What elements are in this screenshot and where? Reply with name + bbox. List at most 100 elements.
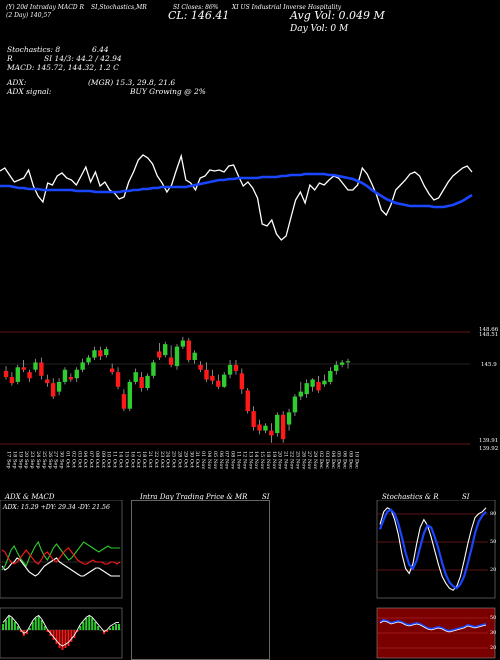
stoch-level-label: 20 [490, 567, 496, 573]
macd-bar [79, 626, 82, 630]
date-label: 26 Nov [300, 451, 306, 469]
macd-bar [31, 622, 34, 630]
date-label: 28 Oct [177, 451, 183, 468]
candle-body [15, 367, 20, 382]
rsi-level-label: 50 [490, 615, 496, 621]
date-label: 06 Dec [342, 451, 348, 469]
date-label: 08 Oct [94, 451, 100, 468]
date-label: 08 Nov [230, 451, 236, 469]
adx-label: ADX: [7, 78, 27, 87]
date-label: 14 Oct [118, 451, 124, 468]
candle-body [316, 381, 321, 391]
candle-body [27, 372, 32, 379]
rsi-value: SI 14/3: 44.2 / 42.94 [44, 54, 122, 63]
date-label: 22 Nov [289, 451, 295, 469]
date-label: 04 Nov [206, 451, 212, 469]
macd-bar [28, 628, 31, 630]
date-label: 23 Oct [159, 451, 165, 468]
rsi-series-line [379, 618, 487, 633]
date-label: 15 Oct [123, 451, 129, 468]
macd-bar [46, 630, 49, 632]
header-title-d: XI US Industrial Inverse Hospitality [232, 4, 342, 11]
header-title-a: (Y) 20d Intraday MACD R [6, 4, 85, 11]
macd-bar [76, 630, 79, 632]
adx-values: ADX: 15.29 +DY: 29.34 -DY: 21.56 [2, 504, 110, 511]
candle-body [322, 380, 327, 385]
macd-line [2, 614, 119, 647]
adx-series-line [1, 540, 120, 571]
candle-body [98, 350, 103, 357]
intraday-panel [131, 500, 270, 660]
adx-signal-label: ADX signal: [7, 87, 52, 96]
date-label: 19 Sep [17, 451, 23, 469]
stochastics-label: Stochastics: 8 [7, 45, 61, 54]
candle-body [3, 370, 9, 378]
candle-body [192, 352, 197, 360]
date-label: 24 Sep [35, 451, 41, 469]
candle-body [263, 425, 268, 431]
date-label: 23 Sep [29, 451, 35, 469]
candle-body [186, 340, 191, 360]
price-label: 148.51 [479, 332, 498, 338]
close-label: CL: 146.41 [168, 9, 230, 22]
stoch-level-label: 80 [490, 511, 496, 517]
macd-bar [43, 626, 46, 630]
date-label: 05 Nov [212, 451, 218, 469]
candle-body [62, 369, 68, 382]
date-label: 10 Dec [353, 451, 359, 469]
candle-body [251, 411, 256, 427]
date-label: 07 Oct [88, 451, 94, 468]
stoch-panel-title-si: SI [462, 493, 470, 501]
candle-body [280, 414, 286, 440]
date-label: 30 Oct [188, 451, 194, 468]
macd-panel-frame [0, 607, 123, 659]
price-label: 145.9 [481, 362, 497, 368]
candle-body [92, 350, 97, 358]
macd-bar [106, 630, 109, 632]
macd-bar [13, 622, 16, 630]
rsi-series-line [379, 620, 487, 633]
macd-bar [115, 624, 118, 630]
date-label: 09 Oct [100, 451, 106, 468]
date-label: 25 Sep [41, 451, 47, 469]
candle-body [9, 377, 15, 384]
candle-body [275, 414, 280, 434]
macd-bar [37, 616, 40, 630]
adx-panel-frame [0, 500, 123, 599]
date-label: 11 Nov [235, 451, 241, 469]
date-label: 17 Oct [135, 451, 141, 468]
macd-bar [64, 630, 67, 648]
date-label: 16 Oct [129, 451, 135, 468]
macd-bar [85, 618, 88, 630]
candle-body [339, 362, 345, 365]
stochastics-rsi-panel: 80 50 20 50 30 20 [376, 500, 496, 659]
adx-panel-title: ADX & MACD [5, 493, 55, 501]
macd-bar [97, 626, 100, 630]
date-label: 29 Nov [312, 451, 318, 469]
macd-bar [4, 620, 7, 630]
date-label: 24 Oct [165, 451, 171, 468]
rsi-level-label: 30 [490, 630, 496, 636]
candle-body [210, 375, 215, 381]
date-label: 17 Sep [6, 451, 12, 469]
macd-bar [61, 630, 64, 650]
candle-body [33, 362, 38, 370]
adx-series-line [1, 557, 120, 577]
macd-bar [10, 618, 13, 630]
candle-body [216, 380, 221, 387]
candle-body [68, 377, 74, 380]
date-label: 12 Nov [241, 451, 247, 469]
date-label: 11 Oct [112, 451, 118, 468]
candle-body [180, 340, 186, 347]
candle-body [239, 373, 245, 390]
day-vol-label: Day Vol: 0 M [290, 24, 349, 34]
date-label: 25 Oct [171, 451, 177, 468]
macd-bar [58, 630, 61, 648]
candle-body [204, 369, 209, 380]
macd-bar [91, 618, 94, 630]
date-label: 27 Nov [306, 451, 312, 469]
date-label: 25 Nov [294, 451, 300, 469]
macd-bar [52, 630, 55, 640]
price-label: 139.91 [479, 438, 498, 444]
macd-bar [19, 630, 22, 632]
